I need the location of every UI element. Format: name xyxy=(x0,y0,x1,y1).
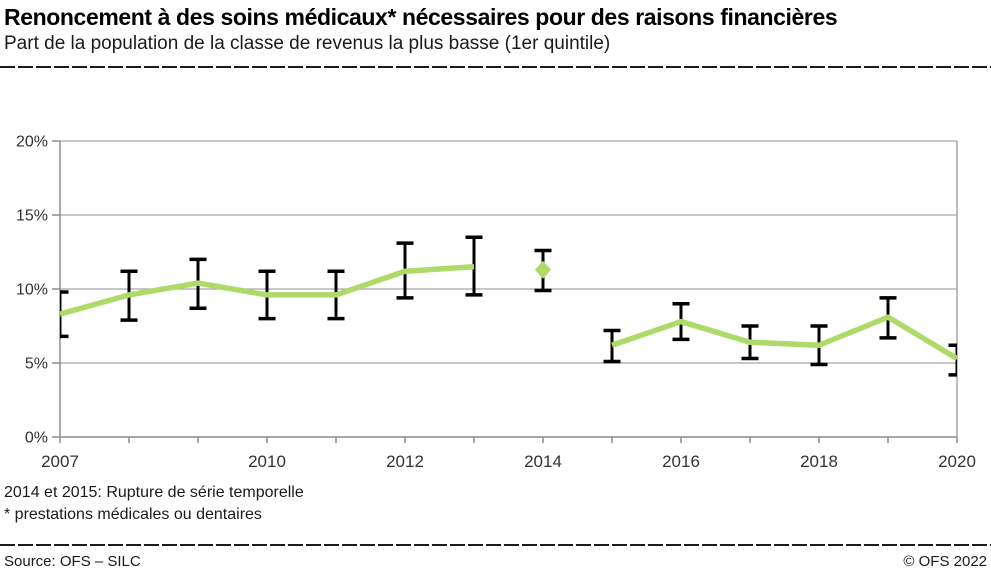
x-tick-label: 2016 xyxy=(662,452,700,471)
x-tick-label: 2010 xyxy=(248,452,286,471)
source-label: Source: OFS – SILC xyxy=(4,553,141,570)
footnote-series-break: 2014 et 2015: Rupture de série temporell… xyxy=(4,484,304,501)
error-bar xyxy=(603,328,621,364)
source-row: Source: OFS – SILC © OFS 2022 xyxy=(4,553,987,570)
y-tick-label: 20% xyxy=(16,134,48,151)
x-tick-label: 2018 xyxy=(800,452,838,471)
page-subtitle: Part de la population de la classe de re… xyxy=(4,33,611,54)
y-tick-label: 0% xyxy=(25,430,48,447)
footer-separator xyxy=(0,544,991,546)
line-chart: 0% 5% 10% 15% 20% 2007 2010 2012 2014 2016 2018 202… xyxy=(16,134,976,472)
footnotes: 2014 et 2015: Rupture de série temporell… xyxy=(4,482,304,526)
series-line xyxy=(611,314,957,361)
page-title: Renoncement à des soins médicaux* nécess… xyxy=(4,4,838,30)
chart-area: 0% 5% 10% 15% 20% 2007 2010 2012 2014 2016 2018 202… xyxy=(0,130,991,480)
x-tick-label: 2012 xyxy=(386,452,424,471)
error-bar xyxy=(60,290,69,339)
error-bar xyxy=(465,235,483,297)
y-tick-label: 10% xyxy=(16,282,48,299)
x-tick-label: 2020 xyxy=(938,452,976,471)
header-separator xyxy=(0,66,991,68)
x-tick-label: 2007 xyxy=(41,452,79,471)
diamond-marker xyxy=(535,260,551,279)
plot-group xyxy=(60,235,957,377)
copyright-label: © OFS 2022 xyxy=(903,553,987,570)
footnote-asterisk: * prestations médicales ou dentaires xyxy=(4,506,262,523)
x-tick-label: 2014 xyxy=(524,452,562,471)
y-tick-label: 15% xyxy=(16,208,48,225)
series-line xyxy=(60,264,475,317)
y-tick-label: 5% xyxy=(25,356,48,373)
error-bar xyxy=(948,343,957,377)
